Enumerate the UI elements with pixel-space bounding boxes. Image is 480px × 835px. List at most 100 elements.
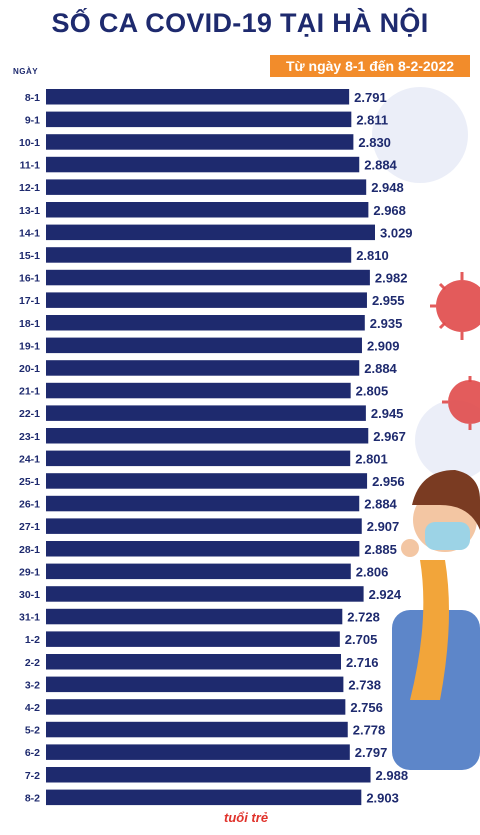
value-label: 2.935 bbox=[370, 316, 403, 331]
category-label: 12-1 bbox=[19, 182, 40, 194]
value-label: 2.988 bbox=[376, 768, 409, 783]
category-label: 23-1 bbox=[19, 431, 40, 443]
date-range-badge: Từ ngày 8-1 đến 8-2-2022 bbox=[270, 55, 470, 77]
value-label: 2.982 bbox=[375, 271, 408, 286]
category-label: 30-1 bbox=[19, 589, 40, 601]
category-label: 11-1 bbox=[20, 160, 41, 172]
value-label: 2.884 bbox=[364, 497, 397, 512]
bar-17-1 bbox=[46, 292, 367, 308]
bar-31-1 bbox=[46, 608, 343, 625]
value-label: 2.716 bbox=[346, 655, 379, 670]
bar-16-1 bbox=[46, 269, 370, 286]
value-label: 2.791 bbox=[354, 90, 387, 105]
y-axis-label: NGÀY bbox=[13, 67, 39, 76]
category-label: 8-2 bbox=[25, 792, 40, 804]
logo-tuoi-tre: tuổi trẻ bbox=[224, 810, 269, 825]
value-label: 2.956 bbox=[372, 474, 405, 489]
value-label: 2.909 bbox=[367, 338, 400, 353]
bar-6-2 bbox=[46, 744, 350, 760]
bar-8-2 bbox=[46, 789, 362, 806]
bar-9-1 bbox=[46, 111, 352, 128]
bar-14-1 bbox=[46, 224, 375, 241]
value-label: 3.029 bbox=[380, 225, 413, 240]
value-label: 2.945 bbox=[371, 406, 404, 421]
virus-spikes-icon bbox=[430, 272, 472, 430]
bar-28-1 bbox=[46, 541, 360, 557]
bar-8-1 bbox=[46, 89, 350, 105]
category-label: 13-1 bbox=[19, 205, 40, 217]
category-label: 18-1 bbox=[19, 318, 40, 330]
value-label: 2.778 bbox=[353, 723, 386, 738]
person-illustration bbox=[392, 470, 480, 770]
category-label: 7-2 bbox=[25, 770, 40, 782]
category-label: 15-1 bbox=[19, 250, 40, 262]
category-label: 16-1 bbox=[19, 273, 40, 285]
value-label: 2.948 bbox=[371, 180, 404, 195]
bar-19-1 bbox=[46, 337, 362, 354]
category-label: 4-2 bbox=[25, 702, 40, 714]
value-label: 2.967 bbox=[373, 429, 406, 444]
category-label: 31-1 bbox=[19, 612, 40, 624]
category-label: 29-1 bbox=[19, 566, 40, 578]
bar-18-1 bbox=[46, 315, 365, 331]
category-label: 19-1 bbox=[19, 340, 40, 352]
category-label: 8-1 bbox=[25, 92, 40, 104]
bar-13-1 bbox=[46, 202, 369, 218]
value-label: 2.805 bbox=[356, 384, 389, 399]
bar-4-2 bbox=[46, 699, 346, 715]
value-label: 2.811 bbox=[356, 112, 388, 127]
category-label: 27-1 bbox=[19, 521, 40, 533]
bar-27-1 bbox=[46, 518, 362, 534]
value-label: 2.756 bbox=[350, 700, 383, 715]
category-label: 3-2 bbox=[25, 679, 40, 691]
category-label: 20-1 bbox=[19, 363, 40, 375]
bar-15-1 bbox=[46, 247, 352, 263]
bar-1-2 bbox=[46, 631, 340, 647]
value-label: 2.830 bbox=[358, 135, 391, 150]
value-label: 2.738 bbox=[348, 677, 381, 692]
category-label: 14-1 bbox=[19, 227, 40, 239]
bar-22-1 bbox=[46, 405, 366, 421]
value-label: 2.924 bbox=[369, 587, 402, 602]
category-label: 5-2 bbox=[25, 725, 40, 737]
category-label: 21-1 bbox=[19, 386, 40, 398]
bar-25-1 bbox=[46, 473, 368, 489]
category-label: 10-1 bbox=[19, 137, 40, 149]
bar-2-2 bbox=[46, 654, 342, 670]
category-label: 6-2 bbox=[25, 747, 40, 759]
category-label: 17-1 bbox=[19, 295, 40, 307]
category-label: 26-1 bbox=[19, 499, 40, 511]
bar-29-1 bbox=[46, 563, 351, 580]
bar-3-2 bbox=[46, 676, 344, 693]
bar-30-1 bbox=[46, 586, 364, 602]
value-label: 2.728 bbox=[347, 610, 380, 625]
bar-7-2 bbox=[46, 767, 371, 783]
value-label: 2.955 bbox=[372, 293, 405, 308]
value-label: 2.797 bbox=[355, 745, 388, 760]
virus-icon bbox=[436, 280, 480, 424]
category-label: 9-1 bbox=[25, 114, 40, 126]
value-label: 2.885 bbox=[364, 542, 397, 557]
bar-21-1 bbox=[46, 382, 351, 399]
category-label: 1-2 bbox=[25, 634, 40, 646]
value-label: 2.903 bbox=[366, 790, 399, 805]
value-label: 2.801 bbox=[355, 451, 388, 466]
bar-20-1 bbox=[46, 360, 360, 376]
value-label: 2.907 bbox=[367, 519, 400, 534]
value-label: 2.810 bbox=[356, 248, 389, 263]
value-label: 2.884 bbox=[364, 361, 397, 376]
bar-23-1 bbox=[46, 428, 369, 444]
bar-11-1 bbox=[46, 156, 360, 173]
category-label: 28-1 bbox=[19, 544, 40, 556]
category-label: 25-1 bbox=[19, 476, 40, 488]
value-label: 2.968 bbox=[373, 203, 406, 218]
category-label: 24-1 bbox=[19, 453, 40, 465]
bar-5-2 bbox=[46, 721, 348, 738]
bar-12-1 bbox=[46, 179, 367, 195]
value-label: 2.806 bbox=[356, 564, 389, 579]
bar-24-1 bbox=[46, 450, 351, 467]
value-label: 2.884 bbox=[364, 158, 397, 173]
value-label: 2.705 bbox=[345, 632, 378, 647]
